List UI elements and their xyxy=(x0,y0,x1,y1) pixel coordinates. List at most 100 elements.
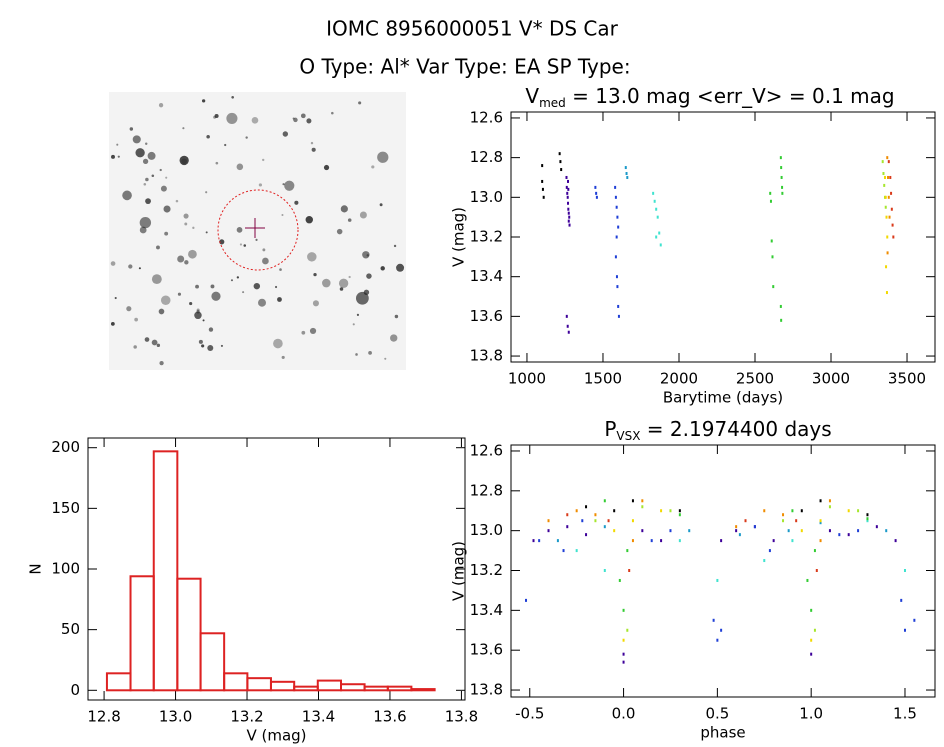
data-point xyxy=(780,318,783,322)
star xyxy=(177,255,185,263)
star xyxy=(277,297,282,302)
star xyxy=(210,284,215,289)
star xyxy=(145,177,149,182)
star xyxy=(368,350,372,355)
data-point xyxy=(769,199,772,203)
y-tick-label: 50 xyxy=(61,620,80,638)
data-point xyxy=(886,235,889,239)
star xyxy=(110,261,116,266)
histogram-bar xyxy=(223,672,249,692)
star xyxy=(139,226,147,234)
y-tick-label: 12.8 xyxy=(470,481,503,499)
data-point xyxy=(806,578,809,582)
page-title: IOMC 8956000051 V* DS Car xyxy=(326,17,619,41)
star xyxy=(129,127,134,131)
data-point xyxy=(771,255,774,259)
data-point xyxy=(622,638,625,642)
star xyxy=(258,183,263,187)
star xyxy=(206,135,210,139)
data-point xyxy=(881,160,884,164)
data-point xyxy=(565,175,568,179)
star xyxy=(282,183,285,186)
data-point xyxy=(660,539,663,543)
data-point xyxy=(655,207,658,211)
data-point xyxy=(585,533,588,537)
data-point xyxy=(575,549,578,553)
star xyxy=(255,238,258,241)
y-tick-label: 13.8 xyxy=(470,681,503,699)
y-tick-label: 13.6 xyxy=(470,307,503,325)
star xyxy=(396,263,405,272)
star xyxy=(242,291,245,294)
star xyxy=(117,155,120,158)
histogram-bar xyxy=(410,688,436,692)
data-point xyxy=(614,255,617,259)
histogram-bar xyxy=(176,577,202,692)
x-tick-label: 1500 xyxy=(584,370,622,388)
data-point xyxy=(547,519,550,523)
star xyxy=(132,135,141,144)
data-point xyxy=(566,324,569,328)
star xyxy=(301,330,306,335)
x-axis-label: phase xyxy=(700,724,745,742)
data-point xyxy=(847,509,850,513)
star xyxy=(313,272,317,277)
data-point xyxy=(669,509,672,513)
histogram-bar xyxy=(152,450,179,692)
star xyxy=(177,292,182,296)
data-point xyxy=(903,569,906,573)
data-point xyxy=(624,166,627,170)
histogram-bar xyxy=(316,679,343,692)
x-tick-label: 2500 xyxy=(736,370,774,388)
star xyxy=(134,317,138,322)
data-point xyxy=(894,539,897,543)
data-point xyxy=(712,618,715,622)
star xyxy=(262,257,269,265)
star xyxy=(294,200,299,205)
x-tick-label: 2000 xyxy=(660,370,698,388)
data-point xyxy=(594,519,597,523)
data-point xyxy=(581,519,584,523)
data-point xyxy=(838,533,841,537)
star xyxy=(143,182,147,186)
data-point xyxy=(567,219,570,223)
data-point xyxy=(866,513,869,517)
data-point xyxy=(810,638,813,642)
star xyxy=(163,205,171,213)
star xyxy=(194,311,202,320)
data-point xyxy=(885,529,888,533)
y-tick-label: 0 xyxy=(70,681,80,699)
y-axis-label: N xyxy=(27,563,45,574)
x-axis-label: Barytime (days) xyxy=(663,389,783,407)
data-point xyxy=(622,660,625,664)
star xyxy=(338,278,349,289)
data-point xyxy=(659,243,662,247)
data-point xyxy=(653,199,656,203)
data-point xyxy=(781,191,784,195)
star xyxy=(362,251,370,259)
x-tick-label: 3500 xyxy=(888,370,926,388)
x-tick-label: 1000 xyxy=(508,370,546,388)
star xyxy=(355,353,358,356)
x-tick-label: 13.2 xyxy=(230,708,263,726)
data-point xyxy=(532,539,535,543)
data-point xyxy=(541,187,544,191)
star xyxy=(156,343,161,347)
star xyxy=(243,244,247,247)
star xyxy=(390,334,398,342)
star xyxy=(151,174,155,178)
data-point xyxy=(735,525,738,529)
star xyxy=(192,226,195,229)
star xyxy=(323,164,330,171)
data-point xyxy=(819,539,822,543)
star xyxy=(281,213,284,217)
data-point xyxy=(791,509,794,513)
y-tick-label: 13.0 xyxy=(470,521,503,539)
data-point xyxy=(819,499,822,503)
data-point xyxy=(828,505,831,509)
data-point xyxy=(720,628,723,632)
data-point xyxy=(866,519,869,523)
data-point xyxy=(616,215,619,219)
data-point xyxy=(763,509,766,513)
data-point xyxy=(660,509,663,513)
